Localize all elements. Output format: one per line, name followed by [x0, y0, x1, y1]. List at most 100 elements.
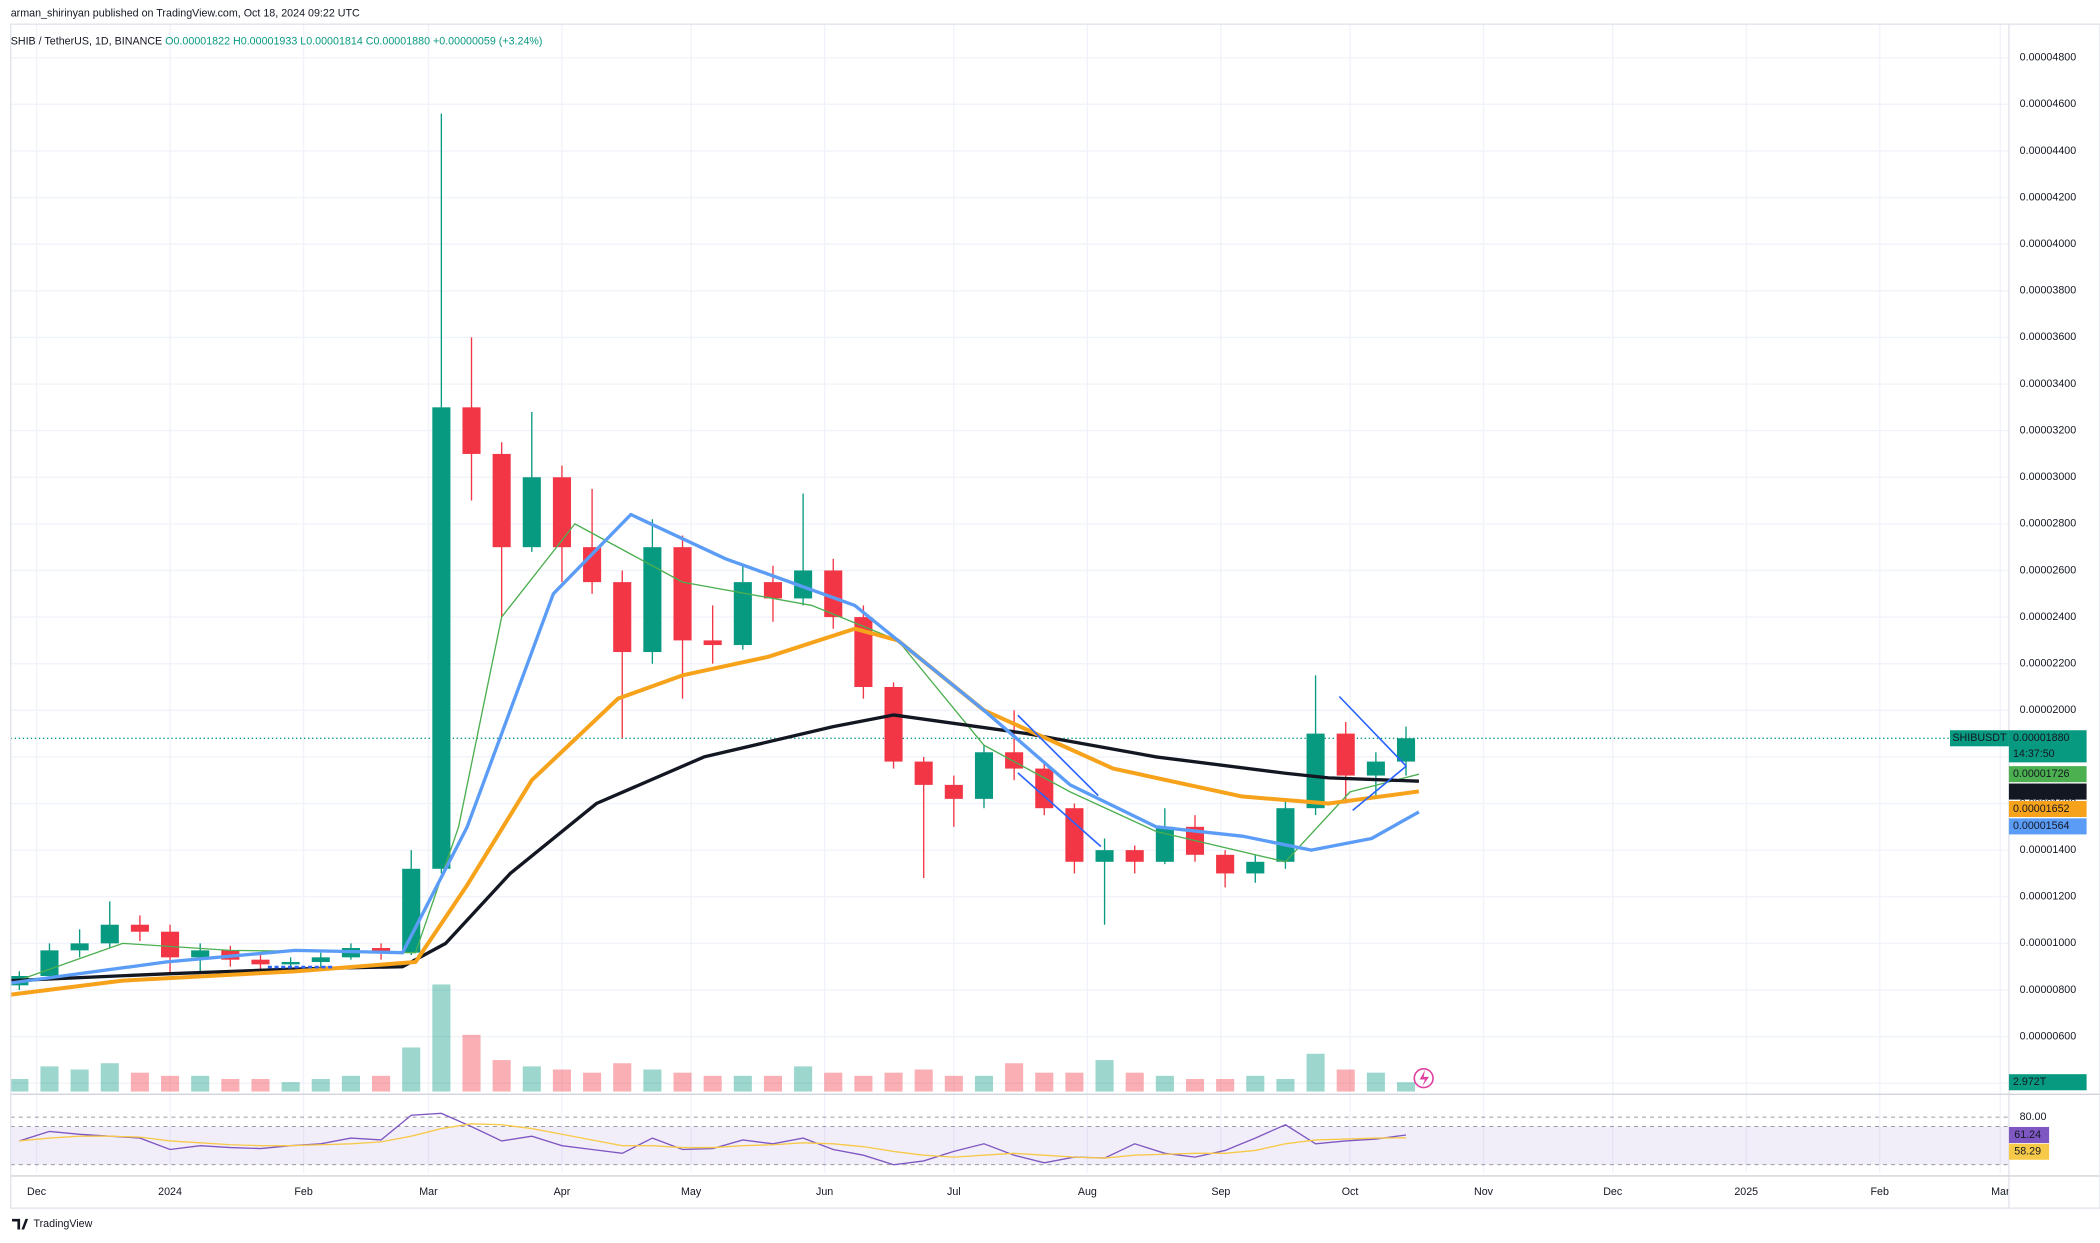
candle-body [824, 570, 843, 618]
x-tick-label: 2025 [1734, 1186, 1758, 1198]
volume-bar [1336, 1069, 1355, 1092]
trendline [1017, 714, 1099, 797]
frame [10, 23, 2100, 1209]
candle-body [1336, 733, 1355, 776]
volume-bar [1065, 1072, 1084, 1092]
candle-body [432, 407, 451, 869]
rsi-label: 58.29 [2014, 1146, 2041, 1158]
volume-bar [341, 1075, 360, 1092]
y-tick-label: 0.00001000 [2020, 937, 2077, 949]
y-tick-label: 0.00003200 [2020, 424, 2077, 436]
volume-bar [432, 984, 451, 1092]
candle-body [492, 453, 511, 548]
candle-body [703, 640, 722, 646]
volume-bar [462, 1034, 481, 1092]
candle-body [462, 407, 481, 454]
volume-bar [372, 1075, 391, 1092]
ma-badge [2008, 766, 2087, 783]
candle-body [884, 686, 903, 762]
y-tick-label: 0.00000600 [2020, 1030, 2077, 1042]
volume-bar [161, 1075, 180, 1092]
volume-bar [492, 1060, 511, 1092]
candle-body [1065, 808, 1084, 862]
volume-bar [281, 1082, 300, 1092]
candle-body [311, 957, 330, 963]
candle-body [643, 547, 662, 653]
volume-bar [794, 1066, 813, 1092]
rsi-band [10, 1126, 2009, 1165]
y-tick-label: 0.00002600 [2020, 564, 2077, 576]
candle-body [1155, 826, 1174, 862]
candle-body [251, 959, 270, 965]
candle-body [854, 617, 873, 687]
x-tick-label: Oct [1342, 1186, 1359, 1198]
symbol: SHIB / TetherUS, 1D, BINANCE [11, 35, 162, 47]
candle-body [522, 477, 541, 548]
candle-body [161, 931, 180, 958]
volume-bar [40, 1066, 59, 1092]
volume-bar [944, 1075, 963, 1092]
alert-icon [1413, 1068, 1434, 1089]
y-tick-label: 0.00002800 [2020, 518, 2077, 530]
x-tick-label: Feb [1871, 1186, 1889, 1198]
candle-body [100, 924, 119, 944]
volume-bar [1005, 1063, 1024, 1092]
volume-bar [100, 1063, 119, 1092]
rsi-label: 61.24 [2014, 1129, 2041, 1141]
volume-bar [251, 1078, 270, 1092]
y-tick-label: 0.00003400 [2020, 378, 2077, 390]
candle-body [914, 761, 933, 785]
alert-icon-bolt [1419, 1070, 1430, 1087]
volume-bar [221, 1078, 240, 1092]
y-tick-label: 0.00003800 [2020, 285, 2077, 297]
volume-bar [10, 1078, 29, 1092]
x-tick-label: Jul [947, 1186, 961, 1198]
y-tick-label: 0.00002000 [2020, 704, 2077, 716]
axes [10, 23, 2100, 1209]
candle-body [40, 950, 59, 976]
y-tick-label: 0.00004200 [2020, 191, 2077, 203]
volume-bar [1125, 1072, 1144, 1092]
ma-badge [2008, 783, 2087, 800]
candle-body [974, 752, 994, 799]
rsi-tick-label: 80.00 [2020, 1111, 2047, 1123]
candle-body [613, 582, 632, 653]
x-tick-label: May [681, 1186, 702, 1198]
rsi-badge [2008, 1126, 2050, 1144]
price-badge [2008, 730, 2087, 763]
volume-bar [703, 1075, 722, 1092]
volume-bar [1366, 1072, 1385, 1092]
volume-label: 2.972T [2013, 1076, 2047, 1088]
moving-average [10, 626, 1420, 997]
candle-body [733, 582, 752, 646]
volume-bar [974, 1075, 994, 1092]
rsi-line [19, 1123, 1407, 1159]
y-tick-label: 0.00000800 [2020, 984, 2077, 996]
volume-badge [2008, 1074, 2087, 1091]
grid: 0.000004000.000006000.000008000.00001000… [10, 24, 2077, 1198]
y-tick-label: 0.00001200 [2020, 891, 2077, 903]
y-tick-label: 0.00002400 [2020, 611, 2077, 623]
candle-body [1035, 768, 1054, 809]
volume-bar [643, 1069, 662, 1092]
symbol-label: SHIBUSDT [1952, 732, 2007, 744]
volume-bar [402, 1047, 421, 1092]
ohlc: O0.00001822 H0.00001933 L0.00001814 C0.0… [165, 35, 542, 47]
candle-body [1366, 761, 1385, 776]
volume-bar [522, 1066, 541, 1092]
ma-badge [2008, 800, 2087, 818]
trend-drawings [267, 695, 1407, 969]
countdown: 14:37:50 [2013, 748, 2055, 760]
volume-bar [673, 1072, 692, 1092]
candle-body [1095, 850, 1114, 862]
x-tick-label: Jun [816, 1186, 833, 1198]
volume-bar [824, 1072, 843, 1092]
y-tick-label: 0.00004800 [2020, 52, 2077, 64]
candle-body [130, 924, 149, 932]
candle-body [1216, 854, 1235, 874]
volume-bar [1246, 1075, 1265, 1092]
rsi-pane: 80.00 [10, 1111, 2047, 1166]
y-tick-label: 0.00003000 [2020, 471, 2077, 483]
